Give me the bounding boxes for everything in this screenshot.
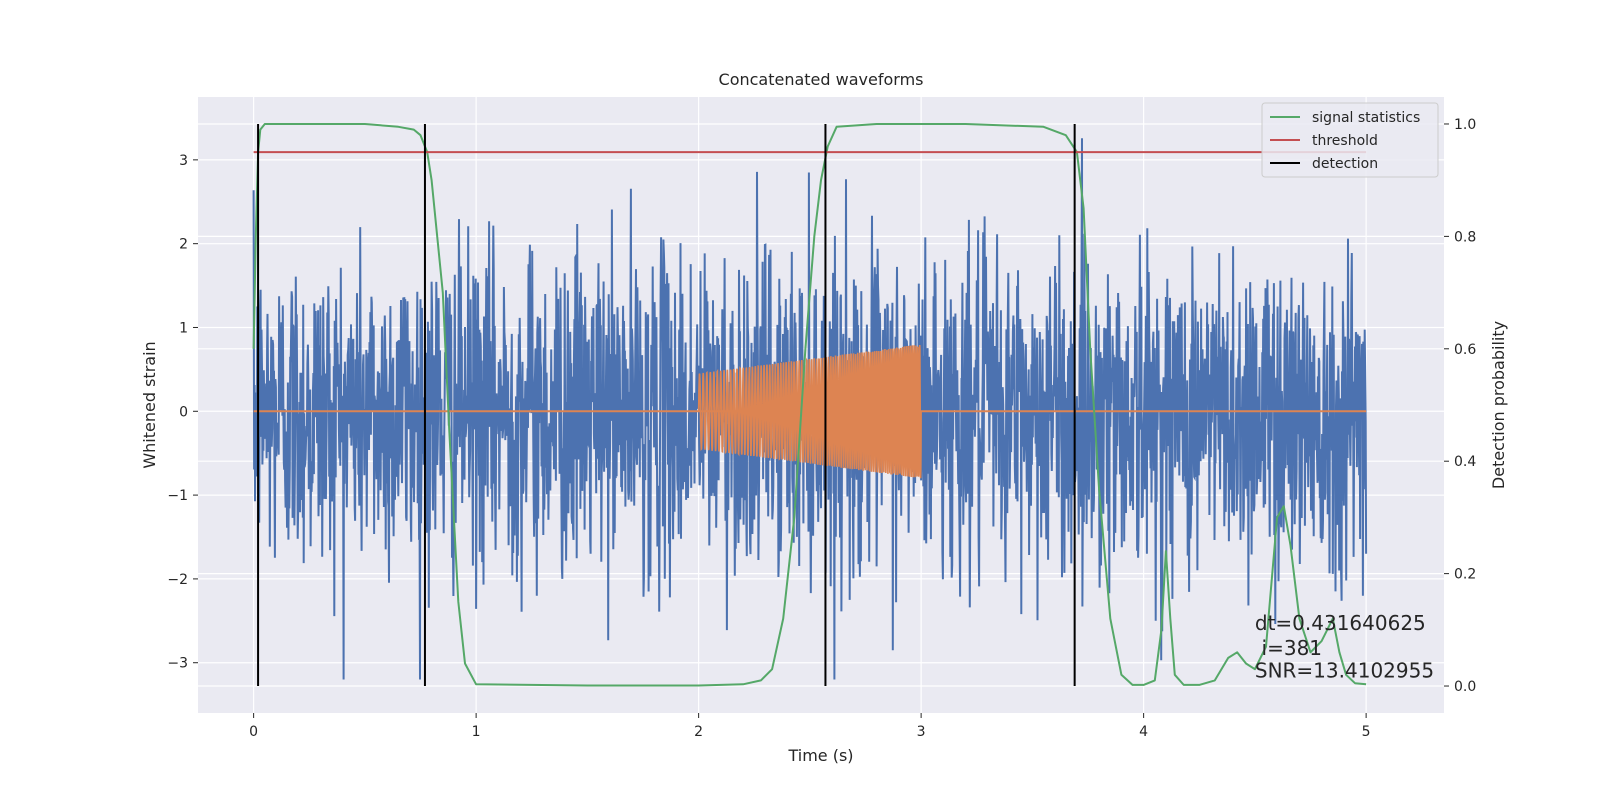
y-tick-label: −3 [167, 656, 188, 672]
x-tick-label: 2 [694, 724, 703, 740]
legend-label-detection: detection [1312, 156, 1378, 172]
x-tick-label: 3 [917, 724, 926, 740]
ticks: 0 1 2 3 4 5 −3 −2 −1 0 1 2 3 0.0 0.2 0.4 0.6 0.8 1.0 [167, 117, 1476, 740]
x-axis-label: Time (s) [787, 746, 853, 765]
y2-axis-label: Detection probability [1489, 321, 1508, 489]
annotation-text: dt=0.431640625 [1255, 611, 1426, 635]
legend-box [1261, 102, 1439, 178]
legend-label-threshold: threshold [1312, 133, 1378, 149]
annotation-text: SNR=13.4102955 [1255, 659, 1434, 683]
x-tick-label: 0 [249, 724, 258, 740]
y2-tick-label: 0.8 [1454, 229, 1476, 245]
x-tick-label: 4 [1139, 724, 1148, 740]
plot-lines [252, 123, 1368, 687]
series-signal-statistics [252, 123, 1367, 687]
chart-title: Concatenated waveforms [719, 70, 924, 89]
y2-tick-label: 0.4 [1454, 454, 1476, 470]
annotation-text: i=381 [1262, 636, 1323, 660]
y-tick-label: −1 [167, 488, 188, 504]
y-tick-label: 0 [179, 404, 188, 420]
x-tick-label: 1 [472, 724, 481, 740]
y2-tick-label: 1.0 [1454, 117, 1476, 133]
y2-tick-label: 0.6 [1454, 342, 1476, 358]
y-tick-label: 2 [179, 237, 188, 253]
y-tick-label: 3 [179, 153, 188, 169]
y-tick-label: 1 [179, 320, 188, 336]
x-tick-label: 5 [1362, 724, 1371, 740]
y-tick-label: −2 [167, 572, 188, 588]
y-axis-label: Whitened strain [140, 341, 159, 468]
legend-label-signal-statistics: signal statistics [1312, 110, 1420, 126]
legend: signal statistics threshold detection [1261, 102, 1439, 178]
y2-tick-label: 0.2 [1454, 567, 1476, 583]
injected-signal [697, 344, 922, 479]
y2-tick-label: 0.0 [1454, 679, 1476, 695]
